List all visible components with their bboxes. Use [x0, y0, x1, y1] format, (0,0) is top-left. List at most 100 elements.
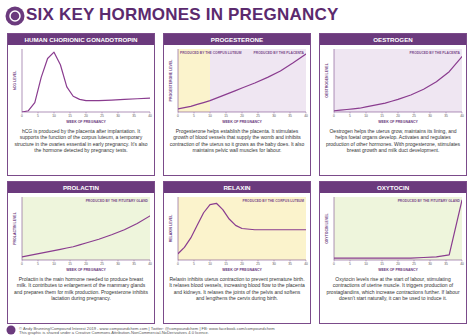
panel-description: Oestrogen helps the uterus grow, maintai… [325, 128, 461, 153]
x-tick-label: 5 [37, 114, 39, 118]
footer-text: © Andy Brunning/Compound Interest 2019 -… [19, 326, 275, 331]
panel-title: HUMAN CHORIONIC GONADOTROPIN [8, 34, 154, 45]
y-axis [334, 49, 335, 112]
x-tick-label: 35 [288, 262, 292, 266]
source-region [334, 197, 462, 260]
chart: PRODUCED BY THE PITUITARY GLAND 0 5 10 15 20 2… [8, 194, 154, 274]
x-tick-label: 20 [240, 262, 244, 266]
series [178, 203, 306, 253]
region-label: PRODUCED BY THE PITUITARY GLAND [86, 199, 149, 203]
panel-description: hCG is produced by the placenta after im… [13, 128, 149, 153]
x-tick-label: 10 [208, 114, 212, 118]
icon-circle [6, 7, 25, 26]
x-tick-label: 5 [37, 262, 39, 266]
source-region [22, 197, 150, 260]
x-tick-label: 20 [396, 262, 400, 266]
x-tick-label: 40 [304, 114, 308, 118]
chart: PRODUCED BY THE CORPUS LUTEUM05101520253… [164, 194, 310, 274]
x-tick-label: 25 [412, 114, 416, 118]
y-axis [178, 197, 179, 260]
x-tick-label: 5 [349, 114, 351, 118]
panel-title: PROGESTERONE [164, 34, 310, 45]
x-axis-label: WEEK OF PREGNANCY [222, 268, 262, 272]
hormone-line [334, 57, 462, 111]
panel-title: OESTROGEN [320, 34, 466, 45]
footer-logo [6, 325, 16, 335]
x-tick-label: 30 [116, 114, 120, 118]
x-axis [334, 112, 462, 113]
regions [178, 49, 306, 112]
chart: PRODUCED BY THE PITUITARY GLAND051015202… [320, 194, 466, 274]
x-tick-label: 15 [224, 262, 228, 266]
panel-description: Relaxin inhibits uterus contraction to p… [169, 276, 305, 301]
hormone-panel: PROLACTINPRODUCED BY THE PITUITARY GLAND… [7, 181, 155, 324]
y-axis-label: PROGESTERONE LEVEL [169, 59, 173, 102]
x-tick-label: 15 [68, 114, 72, 118]
title-icon [4, 5, 26, 27]
regions [22, 197, 150, 260]
x-tick-label: 5 [193, 262, 195, 266]
x-tick-label: 40 [148, 262, 152, 266]
hormone-line [178, 54, 306, 109]
y-axis-label: hCG LEVEL [13, 70, 17, 91]
region-label: PRODUCED BY THE CORPUS LUTEUM [180, 51, 242, 55]
regions [178, 197, 306, 260]
x-tick-label: 30 [272, 262, 276, 266]
hormone-line [334, 200, 462, 258]
x-tick-label: 20 [240, 114, 244, 118]
hormone-panel: PROGESTERONE PRODUCED BY THE CORPUS LUTEU… [163, 33, 311, 176]
panel-title: PROLACTIN [8, 182, 154, 193]
x-tick-label: 35 [132, 262, 136, 266]
x-tick-label: 0 [333, 262, 335, 266]
x-tick-label: 30 [428, 114, 432, 118]
x-tick-label: 25 [100, 262, 104, 266]
x-tick-label: 40 [460, 114, 464, 118]
source-region [334, 49, 462, 112]
x-tick-label: 15 [68, 262, 72, 266]
x-axis [178, 260, 306, 261]
x-tick-label: 0 [177, 262, 179, 266]
x-axis-label: WEEK OF PREGNANCY [222, 120, 262, 124]
y-axis [178, 49, 179, 112]
panel-title: OXYTOCIN [320, 182, 466, 193]
x-axis [178, 112, 306, 113]
x-tick-label: 35 [288, 114, 292, 118]
x-axis-label: WEEK OF PREGNANCY [378, 268, 418, 272]
x-tick-label: 25 [412, 262, 416, 266]
x-tick-label: 25 [256, 114, 260, 118]
x-axis [22, 260, 150, 261]
x-tick-label: 0 [333, 114, 335, 118]
x-tick-label: 25 [100, 114, 104, 118]
source-region [210, 49, 306, 112]
footer-text: This graphic is shared under a Creative … [19, 330, 209, 335]
x-tick-label: 30 [428, 262, 432, 266]
x-tick-label: 10 [364, 262, 368, 266]
hormone-panel: RELAXINPRODUCED BY THE CORPUS LUTEUM0510… [163, 181, 311, 324]
hormone-line [22, 52, 150, 112]
x-tick-label: 35 [444, 262, 448, 266]
series [334, 200, 462, 258]
x-tick-label: 20 [84, 262, 88, 266]
x-tick-label: 10 [52, 262, 56, 266]
x-tick-label: 0 [21, 262, 23, 266]
hormone-line [178, 203, 306, 253]
x-axis-label: WEEK OF PREGNANCY [378, 120, 418, 124]
hormone-panel: OXYTOCIN PRODUCED BY THE PITUITARY GLAND 0… [319, 181, 467, 324]
panel-title: RELAXIN [164, 182, 310, 193]
chart: PRODUCED BY THE PLACENTA0510152025303540… [320, 46, 466, 126]
x-tick-label: 25 [256, 262, 260, 266]
x-tick-label: 10 [52, 114, 56, 118]
y-axis [334, 197, 335, 260]
series [22, 52, 150, 112]
y-axis [22, 49, 23, 112]
x-tick-label: 0 [21, 114, 23, 118]
panel-description: Progesterone helps establish the placent… [169, 128, 305, 153]
x-tick-label: 5 [349, 262, 351, 266]
x-tick-label: 35 [132, 114, 136, 118]
logo-circle [7, 326, 16, 335]
y-axis-label: OESTROGEN LEVEL [325, 62, 329, 97]
x-tick-label: 40 [460, 262, 464, 266]
x-tick-label: 0 [177, 114, 179, 118]
hormone-line [22, 216, 150, 257]
region-label: PRODUCED BY THE PITUITARY GLAND [398, 199, 461, 203]
